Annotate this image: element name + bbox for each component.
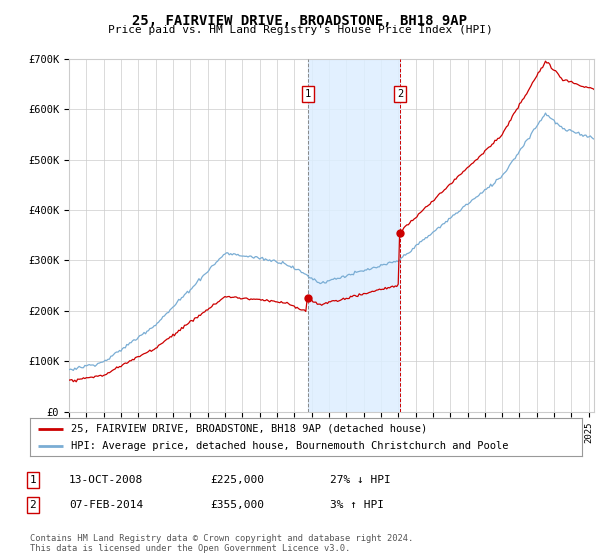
Text: £225,000: £225,000 <box>210 475 264 485</box>
Text: Price paid vs. HM Land Registry's House Price Index (HPI): Price paid vs. HM Land Registry's House … <box>107 25 493 35</box>
Text: 1: 1 <box>305 89 311 99</box>
Text: £355,000: £355,000 <box>210 500 264 510</box>
Text: 2: 2 <box>29 500 37 510</box>
Text: 13-OCT-2008: 13-OCT-2008 <box>69 475 143 485</box>
Text: 25, FAIRVIEW DRIVE, BROADSTONE, BH18 9AP: 25, FAIRVIEW DRIVE, BROADSTONE, BH18 9AP <box>133 14 467 28</box>
Text: 25, FAIRVIEW DRIVE, BROADSTONE, BH18 9AP (detached house): 25, FAIRVIEW DRIVE, BROADSTONE, BH18 9AP… <box>71 423 428 433</box>
Text: 27% ↓ HPI: 27% ↓ HPI <box>330 475 391 485</box>
Text: 3% ↑ HPI: 3% ↑ HPI <box>330 500 384 510</box>
Text: 2: 2 <box>397 89 403 99</box>
Bar <box>308 59 400 412</box>
Text: HPI: Average price, detached house, Bournemouth Christchurch and Poole: HPI: Average price, detached house, Bour… <box>71 441 509 451</box>
Text: Contains HM Land Registry data © Crown copyright and database right 2024.
This d: Contains HM Land Registry data © Crown c… <box>30 534 413 553</box>
Text: 07-FEB-2014: 07-FEB-2014 <box>69 500 143 510</box>
Text: 1: 1 <box>29 475 37 485</box>
